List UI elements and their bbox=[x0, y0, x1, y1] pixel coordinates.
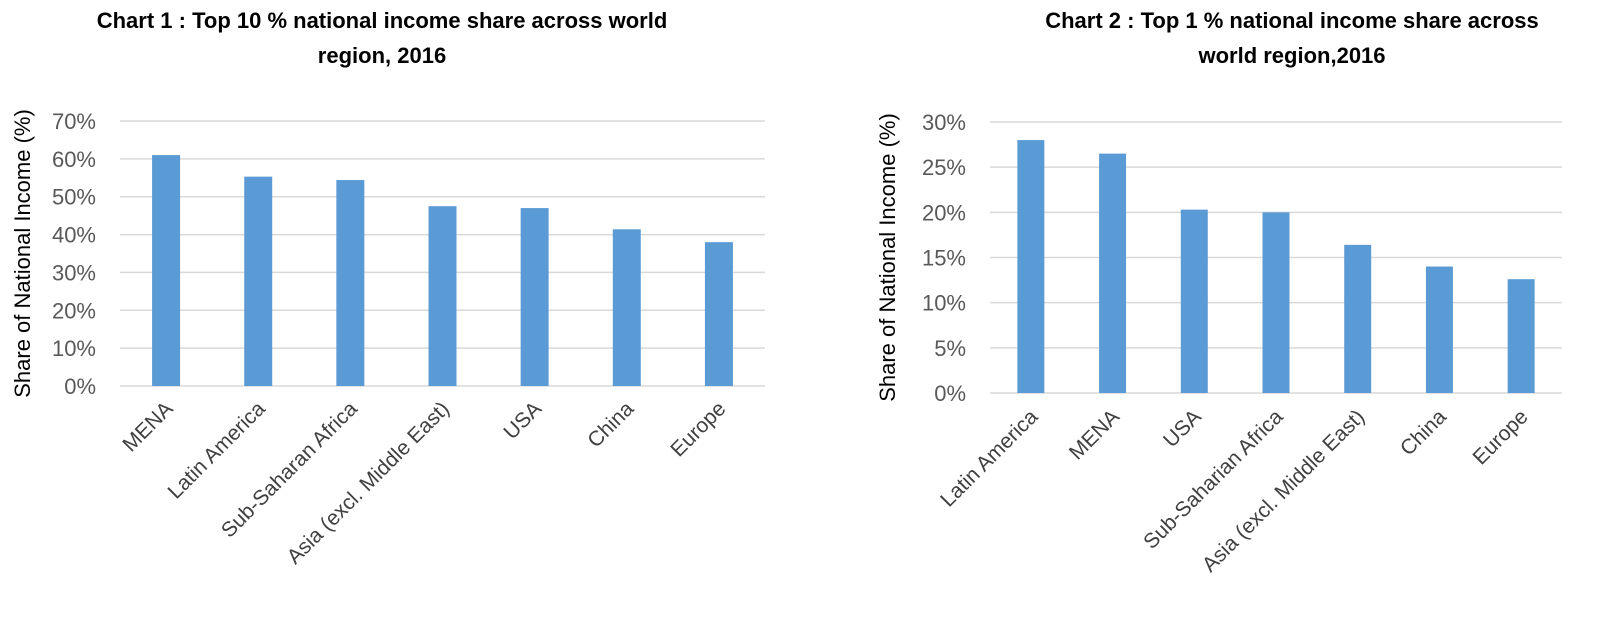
category-label: MENA bbox=[1065, 405, 1124, 464]
bar bbox=[520, 208, 549, 386]
y-tick-label: 0% bbox=[64, 374, 96, 399]
chart-top10-income-share: Chart 1 : Top 10 % national income share… bbox=[10, 8, 765, 569]
bar bbox=[1180, 209, 1208, 393]
bar bbox=[1262, 212, 1290, 393]
category-label: China bbox=[1396, 405, 1451, 460]
y-tick-label: 60% bbox=[52, 147, 96, 172]
bar bbox=[152, 155, 181, 386]
y-tick-label: 20% bbox=[922, 200, 966, 225]
category-label: Latin America bbox=[936, 405, 1042, 511]
bar bbox=[336, 180, 365, 386]
bar bbox=[244, 176, 273, 386]
y-tick-label: 30% bbox=[922, 110, 966, 135]
bar bbox=[612, 229, 641, 386]
category-label: USA bbox=[499, 397, 546, 444]
bar bbox=[428, 206, 457, 386]
y-tick-label: 10% bbox=[52, 336, 96, 361]
y-axis-title: Share of National Income (%) bbox=[10, 109, 35, 398]
chart-title-line: Chart 2 : Top 1 % national income share … bbox=[1045, 8, 1539, 33]
chart-title-line: Chart 1 : Top 10 % national income share… bbox=[97, 8, 668, 33]
y-axis-title: Share of National Income (%) bbox=[875, 113, 900, 402]
bar bbox=[1017, 140, 1045, 393]
y-tick-label: 40% bbox=[52, 223, 96, 248]
category-label: MENA bbox=[118, 397, 177, 456]
y-tick-label: 20% bbox=[52, 298, 96, 323]
y-tick-label: 5% bbox=[934, 336, 966, 361]
y-tick-label: 10% bbox=[922, 291, 966, 316]
bar bbox=[1099, 153, 1127, 393]
category-label: Europe bbox=[666, 397, 730, 461]
y-tick-label: 15% bbox=[922, 246, 966, 271]
bar bbox=[1507, 279, 1535, 393]
bar bbox=[1425, 266, 1453, 393]
y-tick-label: 70% bbox=[52, 109, 96, 134]
bar bbox=[1344, 244, 1372, 393]
category-label: Sub-Saharian Africa bbox=[1139, 405, 1288, 554]
y-tick-label: 30% bbox=[52, 260, 96, 285]
category-label: Asia (excl. Middle East) bbox=[1198, 405, 1369, 576]
chart-title-line: world region,2016 bbox=[1197, 43, 1385, 68]
y-tick-label: 25% bbox=[922, 155, 966, 180]
category-label: China bbox=[583, 397, 638, 452]
bar bbox=[704, 242, 733, 386]
y-tick-label: 0% bbox=[934, 381, 966, 406]
category-label: Asia (excl. Middle East) bbox=[283, 397, 454, 568]
category-label: Europe bbox=[1469, 405, 1533, 469]
category-label: USA bbox=[1159, 405, 1206, 452]
y-tick-label: 50% bbox=[52, 185, 96, 210]
chart-top1-income-share: Chart 2 : Top 1 % national income share … bbox=[875, 8, 1562, 577]
chart-title-line: region, 2016 bbox=[318, 43, 446, 68]
